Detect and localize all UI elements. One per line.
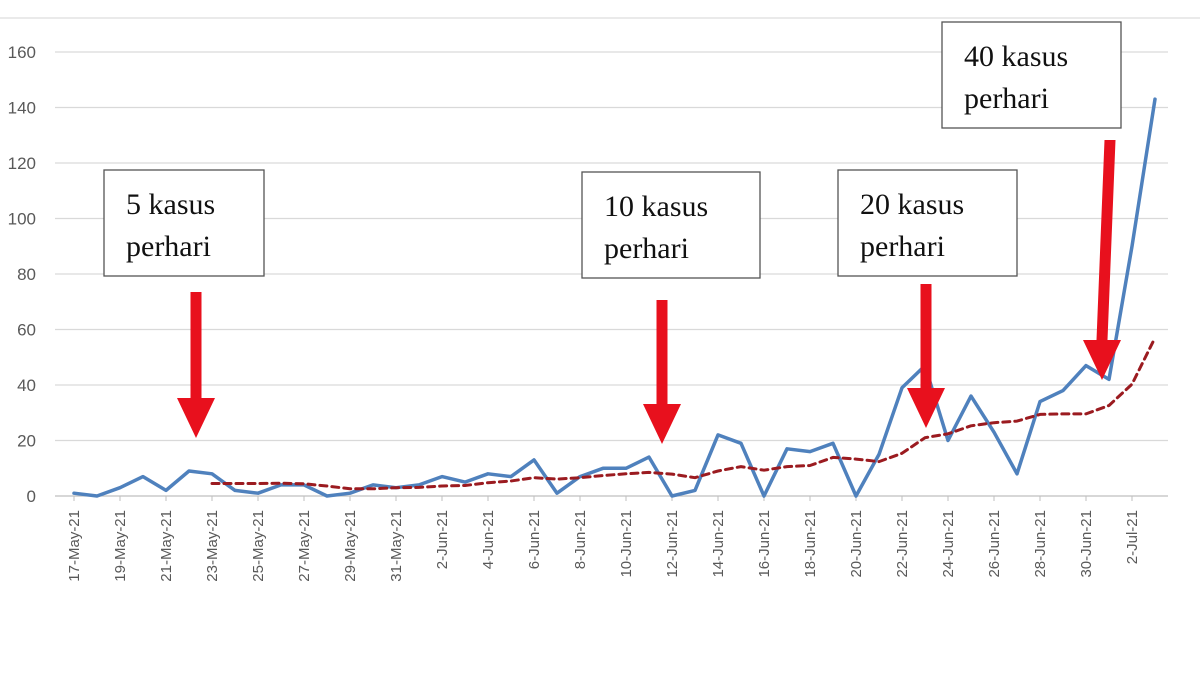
annotation-text: 20 kasus: [860, 188, 964, 221]
annotation-1: 5 kasus perhari: [103, 169, 265, 438]
arrow-down-icon: [907, 284, 945, 428]
x-tick-label: 26-Jun-21: [986, 510, 1003, 578]
x-tick-label: 14-Jun-21: [710, 510, 727, 578]
x-tick-label: 25-May-21: [250, 510, 267, 582]
x-tick-label: 24-Jun-21: [940, 510, 957, 578]
y-tick-label: 140: [8, 99, 36, 118]
annotation-3: 20 kasus perhari: [837, 169, 1018, 428]
x-tick-label: 23-May-21: [204, 510, 221, 582]
y-tick-label: 160: [8, 43, 36, 62]
x-tick-label: 28-Jun-21: [1032, 510, 1049, 578]
x-axis-ticks: 17-May-21 19-May-21 21-May-21 23-May-21 25-M…: [66, 496, 1141, 582]
y-tick-label: 20: [17, 432, 36, 451]
x-tick-label: 21-May-21: [158, 510, 175, 582]
annotation-text: 10 kasus: [604, 190, 708, 223]
annotation-text: perhari: [126, 230, 211, 263]
y-tick-label: 80: [17, 265, 36, 284]
annotation-box: [941, 21, 1122, 129]
annotation-text: 5 kasus: [126, 188, 215, 221]
annotation-4: 40 kasus perhari: [941, 21, 1122, 380]
annotation-box: [837, 169, 1018, 277]
arrow-down-icon: [643, 300, 681, 444]
x-tick-label: 16-Jun-21: [756, 510, 773, 578]
annotation-2: 10 kasus perhari: [581, 171, 761, 444]
x-tick-label: 27-May-21: [296, 510, 313, 582]
x-tick-label: 2-Jul-21: [1124, 510, 1141, 564]
x-tick-label: 30-Jun-21: [1078, 510, 1095, 578]
annotation-text: 40 kasus: [964, 40, 1068, 73]
y-tick-label: 40: [17, 376, 36, 395]
x-tick-label: 18-Jun-21: [802, 510, 819, 578]
moving-average-line: [210, 336, 1157, 491]
y-tick-label: 0: [27, 487, 36, 506]
daily-cases-line: [72, 97, 1157, 498]
x-tick-label: 20-Jun-21: [848, 510, 865, 578]
annotation-text: perhari: [860, 230, 945, 263]
x-tick-label: 10-Jun-21: [618, 510, 635, 578]
annotations: 5 kasus perhari 10 kasus perhari 20 kasus per…: [103, 21, 1122, 444]
x-tick-label: 31-May-21: [388, 510, 405, 582]
arrow-down-icon: [177, 292, 215, 438]
y-tick-label: 60: [17, 321, 36, 340]
annotation-box: [103, 169, 265, 277]
annotation-text: perhari: [604, 232, 689, 265]
x-tick-label: 2-Jun-21: [434, 510, 451, 569]
y-tick-label: 100: [8, 210, 36, 229]
x-tick-label: 8-Jun-21: [572, 510, 589, 569]
x-tick-label: 4-Jun-21: [480, 510, 497, 569]
x-tick-label: 17-May-21: [66, 510, 83, 582]
y-tick-label: 120: [8, 154, 36, 173]
x-tick-label: 29-May-21: [342, 510, 359, 582]
annotation-box: [581, 171, 761, 279]
arrow-down-icon: [1083, 140, 1121, 380]
series-lines: [72, 97, 1157, 498]
y-axis-ticks: 0 20 40 60 80 100 120 140 160: [8, 43, 36, 506]
x-tick-label: 12-Jun-21: [664, 510, 681, 578]
x-tick-label: 19-May-21: [112, 510, 129, 582]
x-tick-label: 6-Jun-21: [526, 510, 543, 569]
annotation-text: perhari: [964, 82, 1049, 115]
x-tick-label: 22-Jun-21: [894, 510, 911, 578]
